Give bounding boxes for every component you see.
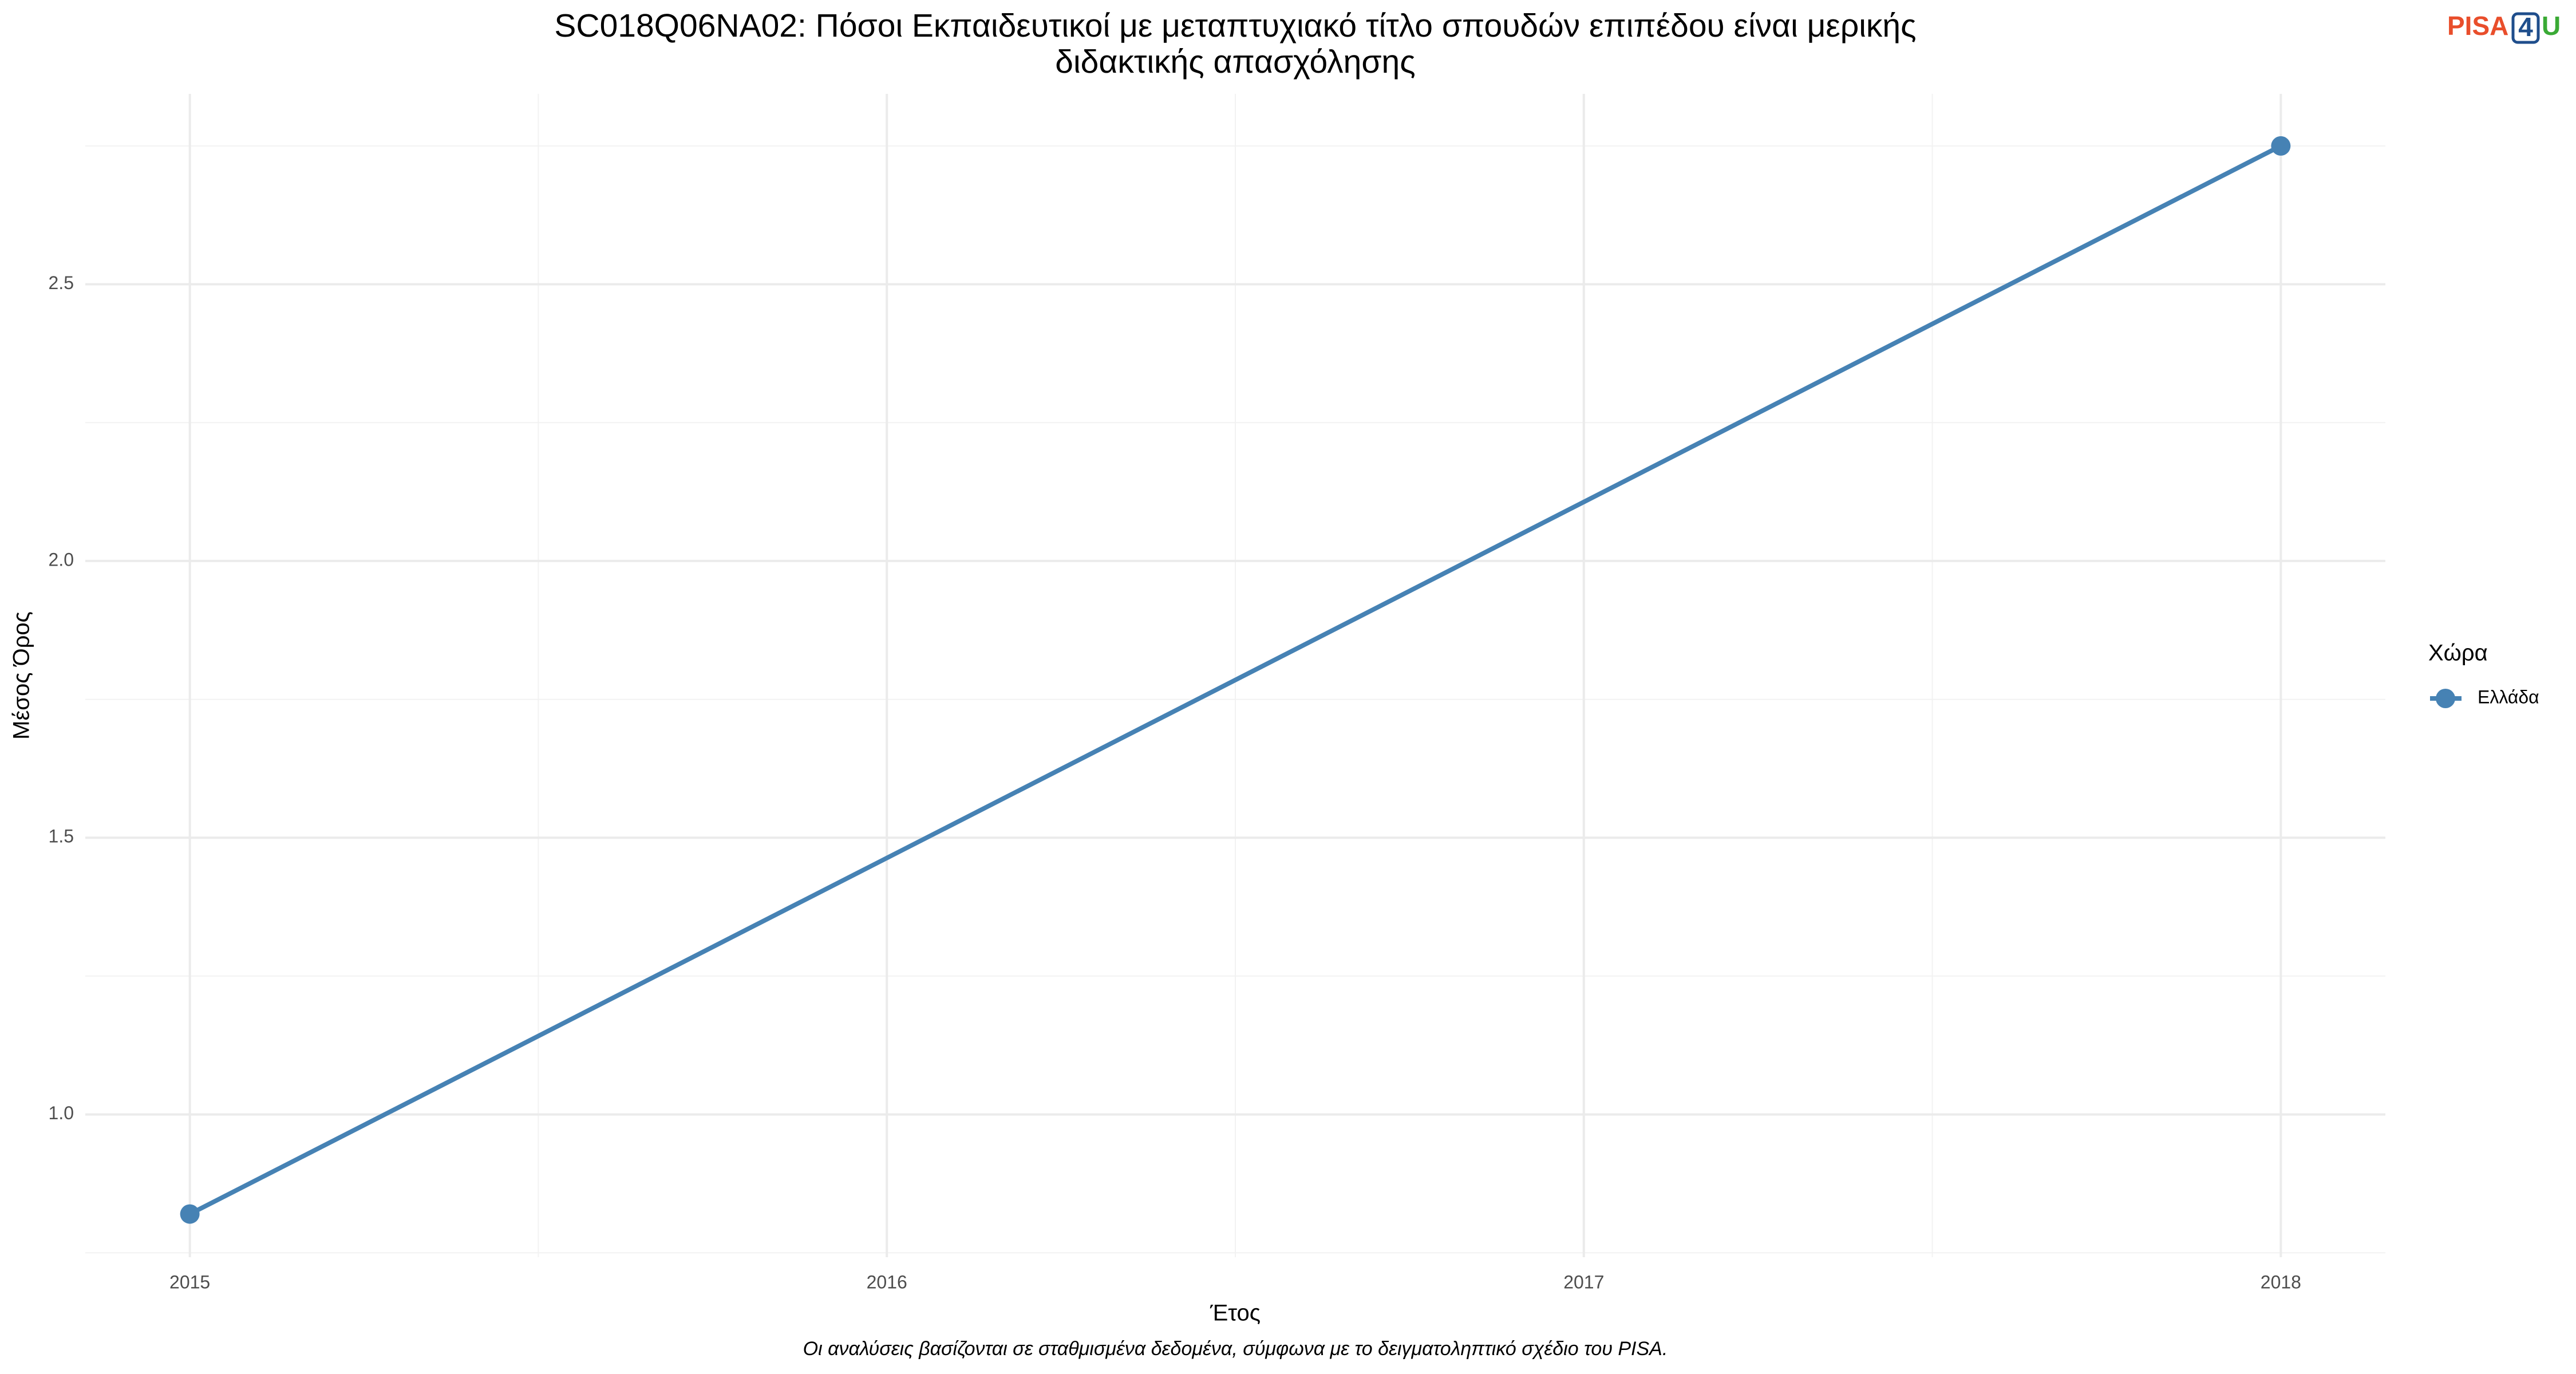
x-tick-label: 2017 [1563, 1272, 1604, 1292]
logo-box [2511, 12, 2540, 44]
y-tick-label: 2.0 [49, 549, 74, 570]
x-tick-label: 2016 [867, 1272, 907, 1292]
logo-text: PISA [2447, 11, 2508, 41]
y-tick-label: 2.5 [49, 273, 74, 293]
logo-text: 4 [2518, 12, 2533, 42]
x-axis-title: Έτος [1210, 1301, 1261, 1326]
line [188, 144, 2282, 1217]
legend-label: Ελλάδα [2478, 686, 2539, 707]
point [2271, 136, 2291, 156]
grid [85, 94, 2385, 1257]
point [180, 1204, 200, 1224]
logo: PISA 4 U [2447, 11, 2561, 44]
legend-title: Χώρα [2428, 641, 2488, 666]
chart-title: SC018Q06NA02: Πόσοι Εκπαιδευτικοί με μετ… [554, 7, 1916, 44]
chart-title: διδακτικής απασχόλησης [1055, 44, 1415, 80]
caption: Οι αναλύσεις βασίζονται σε σταθμισμένα δ… [803, 1338, 1668, 1360]
x-tick-label: 2015 [169, 1272, 210, 1292]
legend-key-point [2436, 689, 2455, 708]
x-tick-label: 2018 [2261, 1272, 2301, 1292]
y-tick-label: 1.0 [49, 1103, 74, 1123]
y-axis-title: Μέσος Όρος [9, 611, 34, 740]
logo-text: U [2542, 11, 2561, 41]
y-tick-label: 1.5 [49, 826, 74, 847]
